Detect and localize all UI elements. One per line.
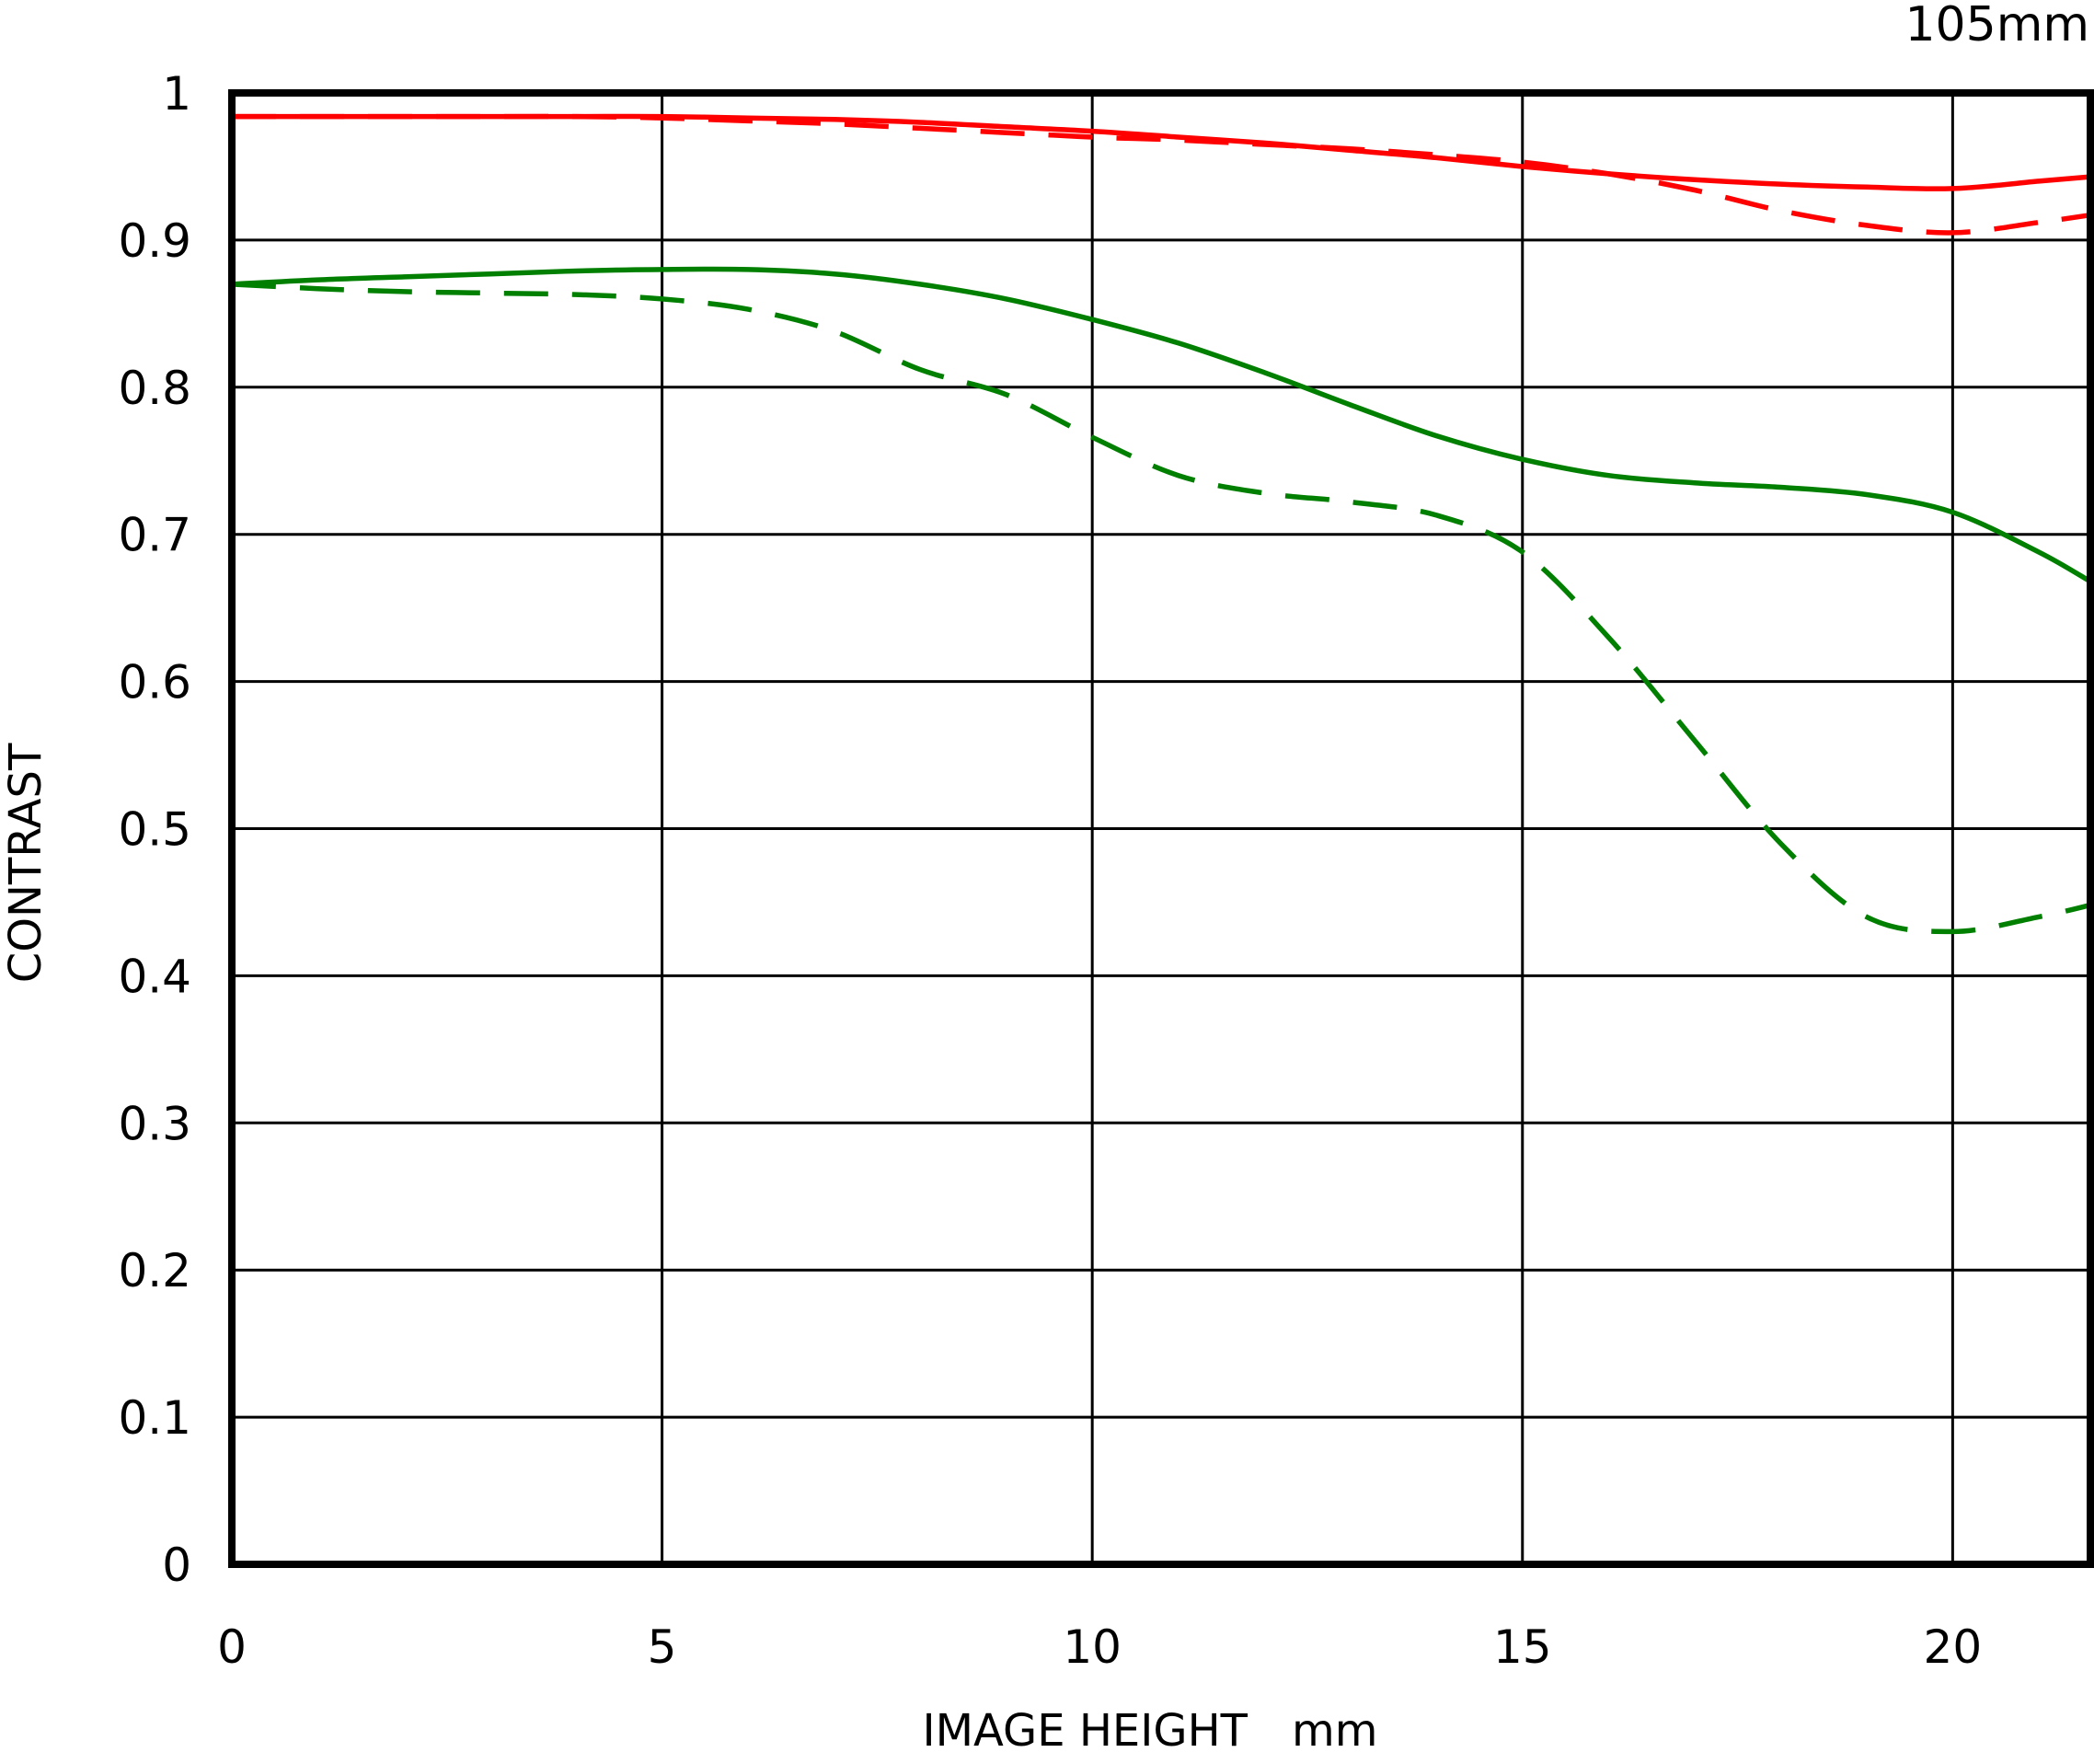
- y-tick-label: 0: [162, 1539, 191, 1592]
- x-tick-label: 10: [1063, 1620, 1122, 1674]
- y-tick-label: 0.7: [118, 509, 191, 562]
- x-tick-label: 5: [648, 1620, 677, 1674]
- horizontal-gridlines: [232, 238, 2090, 1419]
- corner-label: 105mm: [1904, 0, 2089, 52]
- x-tick-labels: 0 5 10 15 20: [217, 1620, 1982, 1674]
- series-group: [231, 113, 2092, 935]
- y-axis-title: CONTRAST: [0, 743, 52, 983]
- x-tick-label: 15: [1493, 1620, 1552, 1674]
- series-line-1-solid: [232, 113, 2091, 191]
- y-tick-label: 0.8: [118, 362, 191, 415]
- y-tick-label: 1: [162, 67, 191, 121]
- series-line-3-solid: [231, 266, 2092, 584]
- series-line-4-dashed: [231, 282, 2091, 935]
- y-tick-label: 0.5: [118, 803, 191, 857]
- y-tick-label: 0.2: [118, 1244, 191, 1297]
- y-tick-label: 0.6: [118, 656, 191, 709]
- plot-frame: [228, 89, 2094, 1568]
- series-line-2-dashed: [232, 113, 2091, 236]
- x-axis-title: IMAGE HEIGHT mm: [922, 1705, 1377, 1757]
- y-tick-label: 0.4: [118, 950, 191, 1003]
- y-tick-labels: 0 0.1 0.2 0.3 0.4 0.5 0.6 0.7 0.8 0.9 1: [118, 67, 191, 1592]
- y-tick-label: 0.9: [118, 214, 191, 268]
- y-tick-label: 0.1: [118, 1391, 191, 1445]
- x-tick-label: 20: [1924, 1620, 1983, 1674]
- x-tick-label: 0: [217, 1620, 247, 1674]
- y-tick-label: 0.3: [118, 1097, 191, 1150]
